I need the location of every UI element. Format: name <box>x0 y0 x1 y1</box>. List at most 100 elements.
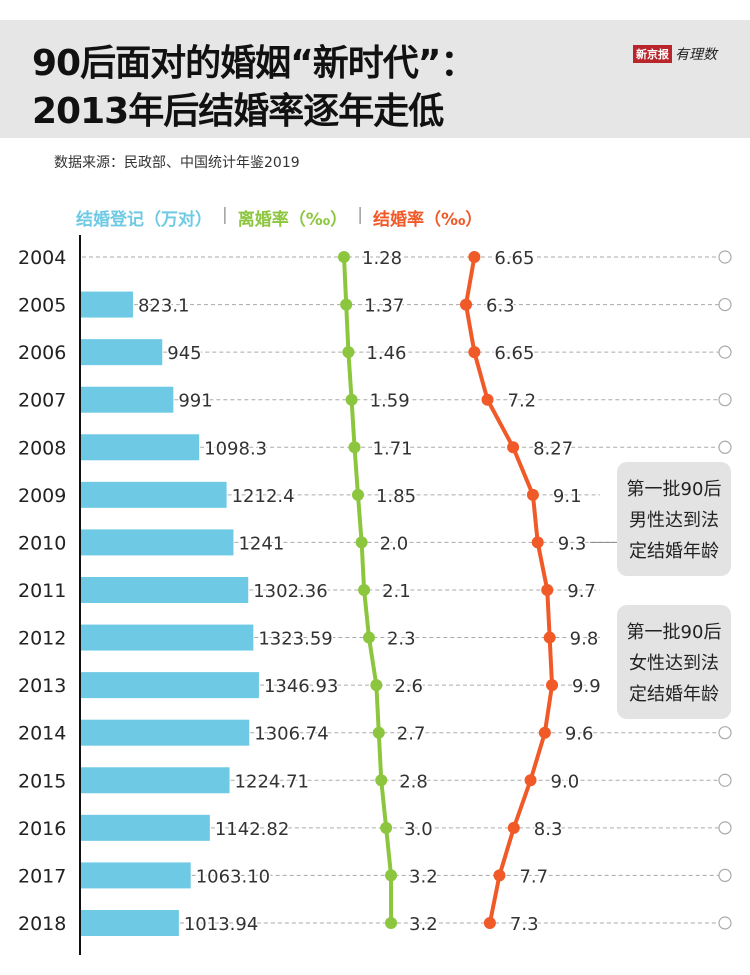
divorce-value-label: 2.1 <box>382 581 411 602</box>
callout-text: 女性达到法 <box>629 653 719 674</box>
marriage-point <box>468 251 481 263</box>
marriage-value-label: 9.6 <box>565 724 594 745</box>
bar <box>81 386 174 413</box>
divorce-point <box>338 251 350 263</box>
marriage-value-label: 9.8 <box>570 629 599 650</box>
divorce-value-label: 3.2 <box>409 866 438 887</box>
logo-brand: 新京报 <box>633 45 672 63</box>
year-label: 2010 <box>18 532 66 554</box>
year-label: 2018 <box>18 913 66 935</box>
legend-bar: 结婚登记（万对） <box>76 210 212 230</box>
marriage-value-label: 9.3 <box>558 533 587 554</box>
marriage-point <box>526 488 539 501</box>
legend-separator: | <box>222 205 228 225</box>
marriage-point <box>460 298 472 311</box>
divorce-point <box>345 393 358 406</box>
row-end-circle <box>718 868 732 883</box>
year-label: 2007 <box>18 390 66 412</box>
divorce-point <box>351 488 364 501</box>
divorce-value-label: 2.8 <box>399 771 428 792</box>
divorce-point <box>355 536 368 549</box>
divorce-value-label: 3.2 <box>409 914 438 935</box>
year-label: 2012 <box>18 628 66 650</box>
divorce-point <box>370 679 383 692</box>
bar-value-label: 945 <box>167 343 201 364</box>
bar-value-label: 1346.93 <box>264 676 338 697</box>
bar-value-label: 991 <box>178 391 212 412</box>
divorce-point <box>348 441 361 454</box>
year-label: 2005 <box>18 295 66 317</box>
row-end-circle <box>718 916 732 930</box>
bar <box>81 672 259 699</box>
marriage-point <box>543 631 556 644</box>
marriage-value-label: 8.3 <box>534 819 563 840</box>
divorce-value-label: 1.28 <box>362 248 402 269</box>
bar <box>81 862 191 889</box>
title-line-2: 2013年后结婚率逐年走低 <box>32 91 444 132</box>
bar-value-label: 1323.59 <box>258 629 332 650</box>
year-label: 2004 <box>18 247 66 269</box>
divorce-point <box>380 821 393 834</box>
marriage-value-label: 9.7 <box>567 581 596 602</box>
bar <box>81 719 250 746</box>
marriage-point <box>483 916 496 929</box>
bar-value-label: 1212.4 <box>232 486 295 507</box>
marriage-value-label: 7.3 <box>510 914 539 935</box>
marriage-value-label: 7.7 <box>519 866 548 887</box>
divorce-point <box>372 726 385 739</box>
divorce-value-label: 2.3 <box>387 629 416 650</box>
divorce-value-label: 1.85 <box>376 486 416 507</box>
marriage-point <box>493 869 506 882</box>
legend: 结婚登记（万对） | 离婚率（‰） | 结婚率（‰） <box>76 205 482 230</box>
bar <box>81 767 230 794</box>
marriage-point <box>538 726 551 739</box>
bar-value-label: 1302.36 <box>253 581 327 602</box>
year-label: 2009 <box>18 485 66 507</box>
divorce-point <box>385 869 398 882</box>
callout-text: 定结婚年龄 <box>629 541 719 562</box>
year-label: 2015 <box>18 770 66 792</box>
data-source: 数据来源：民政部、中国统计年鉴2019 <box>54 155 300 171</box>
divorce-point <box>375 774 388 787</box>
marriage-point <box>524 774 537 787</box>
bar <box>81 529 234 556</box>
year-label: 2008 <box>18 437 66 459</box>
divorce-value-label: 1.59 <box>370 391 410 412</box>
callout-text: 男性达到法 <box>629 510 719 531</box>
marriage-value-label: 9.1 <box>553 486 582 507</box>
callout-text: 第一批90后 <box>626 479 722 500</box>
logo-sub: 有理数 <box>675 47 717 63</box>
bar <box>81 291 133 318</box>
title-line-1: 90后面对的婚姻“新时代”： <box>32 43 476 84</box>
title-bar: 90后面对的婚姻“新时代”： 2013年后结婚率逐年走低 <box>0 20 750 138</box>
divorce-value-label: 1.37 <box>364 296 404 317</box>
legend-separator: | <box>357 205 363 225</box>
divorce-point <box>362 631 375 644</box>
marriage-point <box>507 821 520 834</box>
marriage-value-label: 8.27 <box>533 438 573 459</box>
bar <box>81 814 210 841</box>
bar <box>81 481 227 508</box>
row-end-circle <box>718 773 732 787</box>
marriage-value-label: 6.65 <box>494 343 534 364</box>
bar-value-label: 1224.71 <box>235 771 309 792</box>
callout-text: 第一批90后 <box>626 622 722 643</box>
logo: 新京报 有理数 <box>633 44 717 64</box>
bar-value-label: 1098.3 <box>204 438 267 459</box>
bar <box>81 624 254 651</box>
row-end-circle <box>718 821 732 835</box>
row-end-circle <box>718 345 732 359</box>
bar-value-label: 1142.82 <box>215 819 289 840</box>
bar-value-label: 1013.94 <box>184 914 258 935</box>
callout-text: 定结婚年龄 <box>629 684 719 705</box>
divorce-value-label: 2.0 <box>380 533 409 554</box>
divorce-point <box>342 346 355 359</box>
marriage-point <box>481 393 494 406</box>
divorce-value-label: 2.7 <box>397 724 426 745</box>
callout-female: 第一批90后 女性达到法 定结婚年龄 <box>617 605 731 719</box>
bar-value-label: 823.1 <box>138 296 190 317</box>
legend-divorce: 离婚率（‰） <box>237 210 348 230</box>
bar <box>81 576 249 603</box>
bar-value-label: 1241 <box>238 533 284 554</box>
